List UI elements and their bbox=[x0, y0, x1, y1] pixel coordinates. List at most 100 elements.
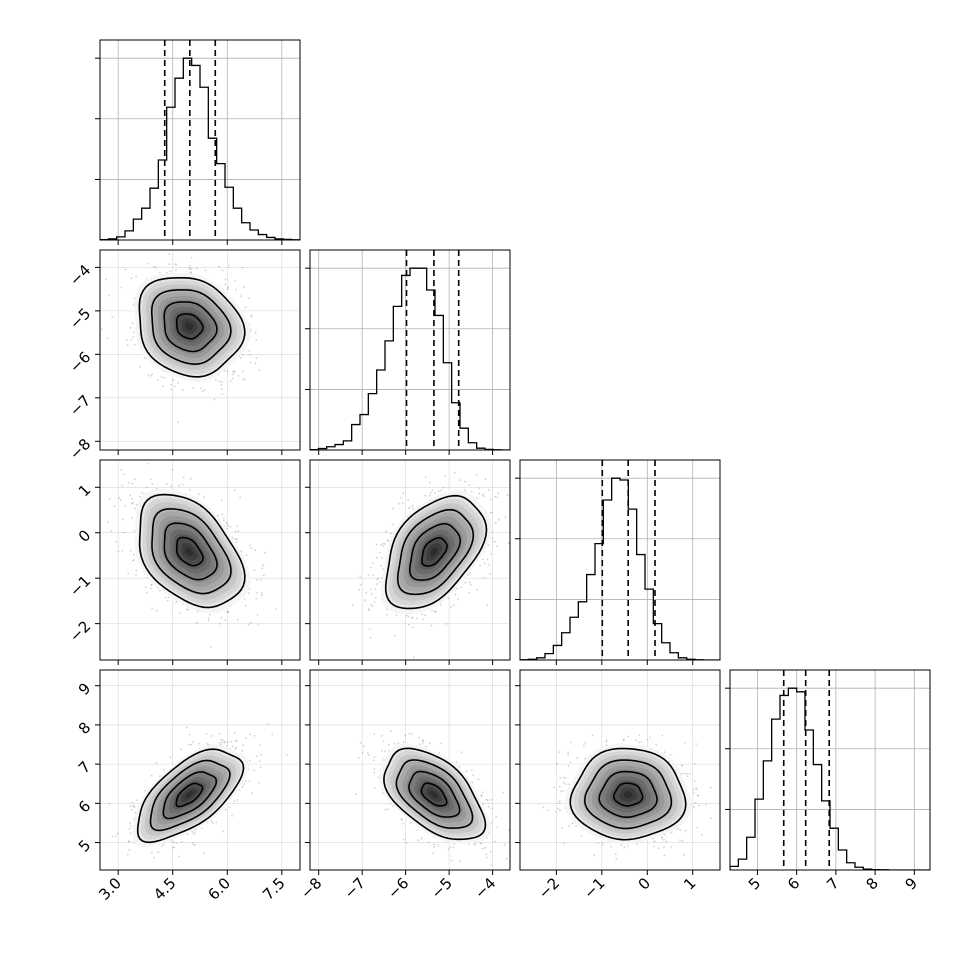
sample-point bbox=[221, 269, 224, 272]
sample-point bbox=[405, 614, 408, 617]
sample-point bbox=[365, 591, 367, 594]
sample-point bbox=[370, 603, 372, 606]
sample-point bbox=[210, 646, 212, 648]
y-tick-label: 0 bbox=[75, 526, 94, 545]
sample-point bbox=[460, 586, 462, 588]
sample-point bbox=[129, 805, 132, 808]
sample-point bbox=[182, 389, 184, 392]
sample-point bbox=[478, 487, 481, 489]
sample-point bbox=[234, 288, 237, 291]
sample-point bbox=[134, 811, 137, 814]
sample-point bbox=[239, 496, 242, 499]
sample-point bbox=[150, 374, 153, 377]
sample-point bbox=[168, 263, 171, 266]
sample-point bbox=[127, 840, 130, 842]
panel-frame bbox=[99, 39, 301, 241]
sample-point bbox=[114, 835, 117, 838]
sample-point bbox=[162, 843, 165, 846]
sample-point bbox=[233, 489, 236, 492]
sample-point bbox=[188, 267, 191, 269]
contour-line bbox=[421, 536, 448, 567]
sample-point bbox=[241, 785, 244, 788]
sample-point bbox=[231, 373, 234, 376]
sample-point bbox=[487, 543, 490, 546]
sample-point bbox=[182, 476, 185, 479]
sample-point bbox=[131, 516, 134, 519]
sample-point bbox=[244, 780, 247, 783]
sample-point bbox=[400, 496, 403, 499]
sample-point bbox=[227, 286, 230, 289]
sample-point bbox=[380, 557, 383, 559]
sample-point bbox=[248, 779, 251, 782]
sample-point bbox=[497, 492, 500, 495]
sample-point bbox=[204, 269, 207, 271]
sample-point bbox=[226, 527, 228, 530]
sample-point bbox=[239, 356, 242, 359]
sample-point bbox=[254, 331, 257, 334]
sample-point bbox=[161, 845, 164, 847]
sample-point bbox=[235, 540, 238, 543]
sample-point bbox=[133, 530, 136, 532]
sample-point bbox=[192, 740, 195, 743]
sample-point bbox=[227, 524, 230, 527]
sample-point bbox=[218, 732, 221, 735]
sample-point bbox=[160, 376, 163, 378]
sample-point bbox=[221, 739, 224, 742]
sample-point bbox=[491, 537, 494, 540]
sample-point bbox=[476, 588, 478, 591]
sample-point bbox=[256, 755, 258, 758]
sample-point bbox=[447, 597, 450, 600]
sample-point bbox=[250, 314, 253, 317]
sample-point bbox=[401, 502, 404, 505]
sample-point bbox=[129, 832, 132, 835]
sample-point bbox=[409, 506, 412, 509]
sample-point bbox=[130, 277, 133, 279]
sample-point bbox=[375, 583, 378, 586]
sample-point bbox=[128, 840, 131, 843]
sample-point bbox=[411, 626, 414, 629]
sample-point bbox=[234, 537, 237, 540]
sample-point bbox=[171, 468, 174, 471]
sample-point bbox=[376, 578, 379, 581]
contour-line bbox=[163, 522, 218, 581]
sample-point bbox=[155, 762, 158, 765]
sample-point bbox=[224, 619, 227, 622]
sample-point bbox=[494, 522, 497, 525]
sample-point bbox=[218, 265, 220, 268]
sample-point bbox=[188, 743, 190, 746]
sample-point bbox=[247, 623, 250, 626]
sample-point bbox=[431, 609, 433, 612]
sample-point bbox=[248, 759, 251, 762]
sample-point bbox=[172, 379, 175, 381]
sample-point bbox=[210, 820, 213, 822]
sample-point bbox=[221, 388, 223, 390]
sample-point bbox=[411, 616, 413, 619]
sample-point bbox=[133, 805, 136, 807]
sample-point bbox=[120, 286, 123, 289]
sample-point bbox=[190, 256, 193, 259]
sample-point bbox=[386, 539, 389, 542]
sample-point bbox=[155, 266, 157, 269]
y-tick-label: −8 bbox=[66, 435, 94, 463]
sample-point bbox=[383, 543, 386, 545]
sample-point bbox=[173, 263, 176, 266]
y-tick-label: −7 bbox=[66, 391, 94, 419]
sample-point bbox=[126, 853, 129, 856]
sample-point bbox=[482, 495, 485, 497]
sample-point bbox=[173, 841, 176, 843]
contour-line bbox=[151, 508, 232, 595]
contour-line bbox=[384, 494, 488, 610]
sample-point bbox=[129, 549, 132, 552]
sample-point bbox=[111, 316, 114, 318]
sample-point bbox=[195, 267, 198, 270]
sample-point bbox=[190, 267, 193, 270]
sample-point bbox=[407, 507, 410, 510]
sample-point bbox=[243, 598, 246, 600]
sample-point bbox=[136, 799, 138, 802]
sample-point bbox=[490, 531, 493, 534]
sample-point bbox=[151, 851, 153, 854]
sample-point bbox=[464, 489, 466, 492]
sample-point bbox=[478, 492, 480, 495]
sample-point bbox=[255, 339, 258, 341]
sample-point bbox=[127, 572, 130, 575]
